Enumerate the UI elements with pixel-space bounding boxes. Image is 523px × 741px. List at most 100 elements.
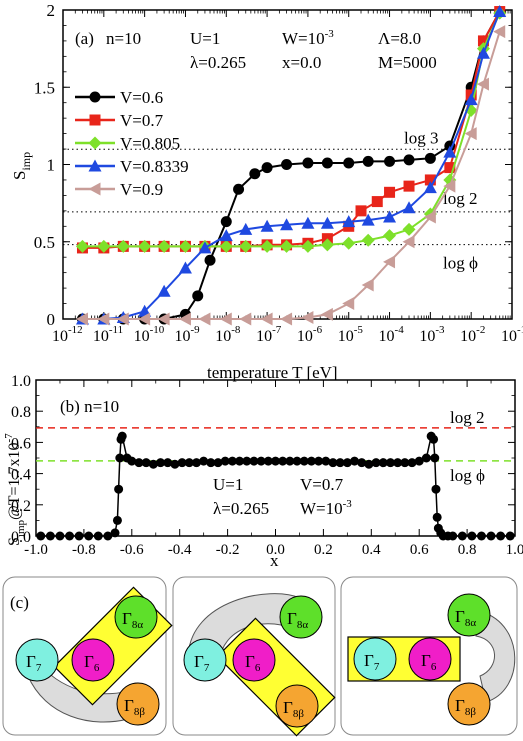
- data-point: [157, 239, 171, 253]
- x-tick-label: 10-7: [256, 324, 282, 345]
- x-tick-label: 10-2: [460, 324, 485, 345]
- x-tick-label: 10-5: [338, 324, 364, 345]
- data-point: [112, 515, 122, 525]
- data-point: [127, 456, 137, 466]
- x-tick-label: 10-11: [93, 324, 123, 345]
- data-point: [464, 127, 477, 141]
- gamma-label: Γ8α: [122, 609, 143, 631]
- data-point: [198, 241, 212, 254]
- data-point: [421, 453, 431, 463]
- data-point: [393, 458, 403, 468]
- data-point: [163, 458, 173, 468]
- data-point: [505, 531, 515, 541]
- gamma-label: Γ7: [26, 652, 42, 674]
- data-point: [239, 222, 253, 235]
- data-point: [198, 312, 211, 326]
- gamma7-state: Γ7: [353, 637, 397, 681]
- data-point: [361, 213, 375, 226]
- series-line: [82, 12, 501, 248]
- x-tick-label: 10-3: [419, 324, 445, 345]
- legend-label: V=0.9: [120, 180, 163, 199]
- legend-marker: [88, 182, 101, 196]
- gamma-label: Γ6: [84, 652, 100, 674]
- data-point: [342, 215, 356, 228]
- data-point: [476, 77, 489, 91]
- x-tick-label: 0.4: [362, 542, 381, 558]
- data-point: [97, 239, 111, 253]
- data-point: [271, 456, 280, 466]
- data-point: [443, 179, 456, 193]
- data-point: [457, 531, 467, 541]
- panel-a-ylabel: Simp: [10, 152, 33, 180]
- legend-label: V=0.6: [120, 88, 163, 107]
- data-point: [249, 168, 261, 180]
- gamma-label: Γ8α: [455, 607, 476, 629]
- data-point: [157, 312, 170, 326]
- data-point: [263, 456, 273, 466]
- data-point: [227, 456, 237, 466]
- data-point: [384, 155, 396, 167]
- param-lambda-cap: Λ=8.0: [378, 29, 421, 48]
- data-point: [301, 216, 315, 229]
- series-line: [40, 433, 511, 537]
- data-point: [493, 5, 507, 18]
- y-tick-label: 1.5: [34, 78, 55, 97]
- data-point: [343, 157, 355, 169]
- data-point: [342, 236, 356, 250]
- y-tick-label: 0.2: [11, 498, 31, 515]
- data-point: [424, 152, 436, 164]
- data-point: [371, 196, 383, 208]
- data-point: [432, 512, 442, 522]
- data-point: [75, 312, 88, 326]
- data-point: [45, 531, 55, 541]
- data-point: [357, 458, 367, 468]
- data-point: [260, 312, 273, 326]
- gamma-label: Γ8α: [287, 609, 308, 631]
- data-point: [414, 456, 424, 466]
- gamma8b-state: Γ8β: [275, 684, 319, 728]
- data-point: [361, 278, 374, 292]
- data-point: [402, 201, 416, 214]
- data-point: [138, 312, 151, 326]
- y-tick-label: 0.0: [11, 529, 31, 546]
- panel-b-chart: log 2 log ϕ -1.0 -0.8 -0.6 -0.4 -0.2 0.0 0.2 0.4…: [3, 373, 523, 570]
- x-tick-label: 10-4: [379, 324, 405, 345]
- param-n: n=10: [106, 29, 141, 48]
- data-point: [219, 312, 232, 326]
- x-tick-label: -0.6: [120, 542, 144, 558]
- gamma-label: Γ8β: [124, 696, 145, 718]
- data-point: [219, 239, 233, 253]
- data-point: [350, 456, 360, 466]
- y-tick-label: 1.0: [11, 373, 31, 390]
- data-point: [301, 239, 315, 253]
- data-point: [114, 484, 124, 494]
- data-point: [403, 154, 415, 166]
- data-point: [233, 183, 245, 195]
- x-tick-label: 1.0: [506, 542, 523, 558]
- data-point: [431, 484, 441, 494]
- data-point: [117, 431, 127, 441]
- data-point: [177, 458, 187, 468]
- data-point: [383, 210, 397, 223]
- gamma7-state: Γ7: [15, 638, 59, 682]
- data-point: [362, 155, 374, 167]
- param-u: U=1: [190, 29, 220, 48]
- data-point: [156, 458, 166, 468]
- data-point: [429, 434, 439, 444]
- series-line: [82, 31, 501, 320]
- data-point: [355, 205, 367, 217]
- data-point: [184, 458, 194, 468]
- param-b-v: V=0.7: [300, 475, 344, 494]
- legend-marker: [89, 91, 101, 103]
- data-point: [199, 456, 209, 466]
- data-point: [75, 239, 89, 253]
- data-point: [204, 254, 216, 266]
- gamma-label: Γ7: [364, 651, 380, 673]
- data-point: [496, 531, 506, 541]
- data-point: [74, 531, 84, 541]
- panel-a-xlabel: temperature T [eV]: [207, 363, 338, 382]
- reference-label: log 2: [443, 189, 477, 208]
- gamma8a-state: Γ8α: [447, 593, 491, 637]
- data-point: [103, 531, 113, 541]
- gamma8b-state: Γ8β: [447, 682, 491, 726]
